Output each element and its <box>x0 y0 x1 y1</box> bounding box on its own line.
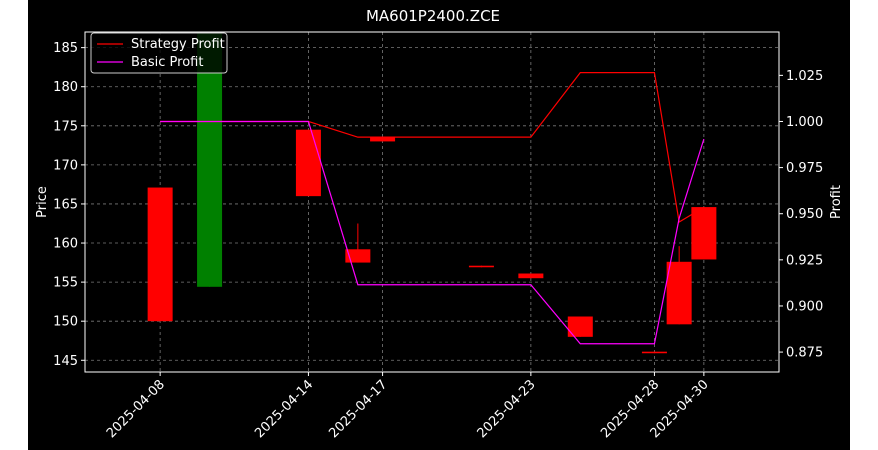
candle-body-down <box>147 187 173 322</box>
candle-body-down <box>345 249 371 263</box>
candlesticks <box>147 32 717 354</box>
candle-body-down <box>567 316 593 337</box>
left-tick-label: 145 <box>53 354 78 369</box>
legend: Strategy Profit Basic Profit <box>90 32 228 74</box>
candle-body-down <box>691 207 717 260</box>
left-tick-label: 180 <box>53 80 78 95</box>
candle-body-down <box>468 265 494 268</box>
left-tick-label: 155 <box>53 276 78 291</box>
right-y-axis: 0.875 0.900 0.925 0.950 0.975 1.000 1.025 <box>779 69 823 361</box>
left-axis-label: Price <box>35 186 50 218</box>
left-tick-label: 175 <box>53 119 78 134</box>
candle-body-up <box>197 32 223 287</box>
right-tick-label: 0.950 <box>786 207 823 222</box>
candle-body-down <box>370 136 396 142</box>
candle-body-down <box>295 129 321 197</box>
candle-body-down <box>641 351 667 354</box>
left-tick-label: 170 <box>53 158 78 173</box>
legend-box <box>90 32 228 74</box>
left-tick-label: 160 <box>53 237 78 252</box>
series-line-basic-profit <box>160 120 705 345</box>
right-axis-label: Profit <box>829 185 844 219</box>
right-tick-label: 1.025 <box>786 69 823 84</box>
left-tick-label: 165 <box>53 197 78 212</box>
profit-lines <box>160 71 705 345</box>
left-tick-label: 150 <box>53 315 78 330</box>
chart-title: MA601P2400.ZCE <box>366 7 500 25</box>
right-tick-label: 0.900 <box>786 299 823 314</box>
left-tick-label: 185 <box>53 41 78 56</box>
left-y-axis: 145 150 155 160 165 170 175 180 185 <box>53 41 85 369</box>
right-tick-label: 0.925 <box>786 253 823 268</box>
legend-label-basic-profit: Basic Profit <box>131 55 203 70</box>
right-tick-label: 1.000 <box>786 115 823 130</box>
legend-label-strategy-profit: Strategy Profit <box>131 37 225 52</box>
right-tick-label: 0.975 <box>786 161 823 176</box>
candle-body-down <box>518 273 544 279</box>
plot-frame <box>84 31 780 373</box>
candle-body-down <box>666 261 692 325</box>
right-tick-label: 0.875 <box>786 346 823 361</box>
